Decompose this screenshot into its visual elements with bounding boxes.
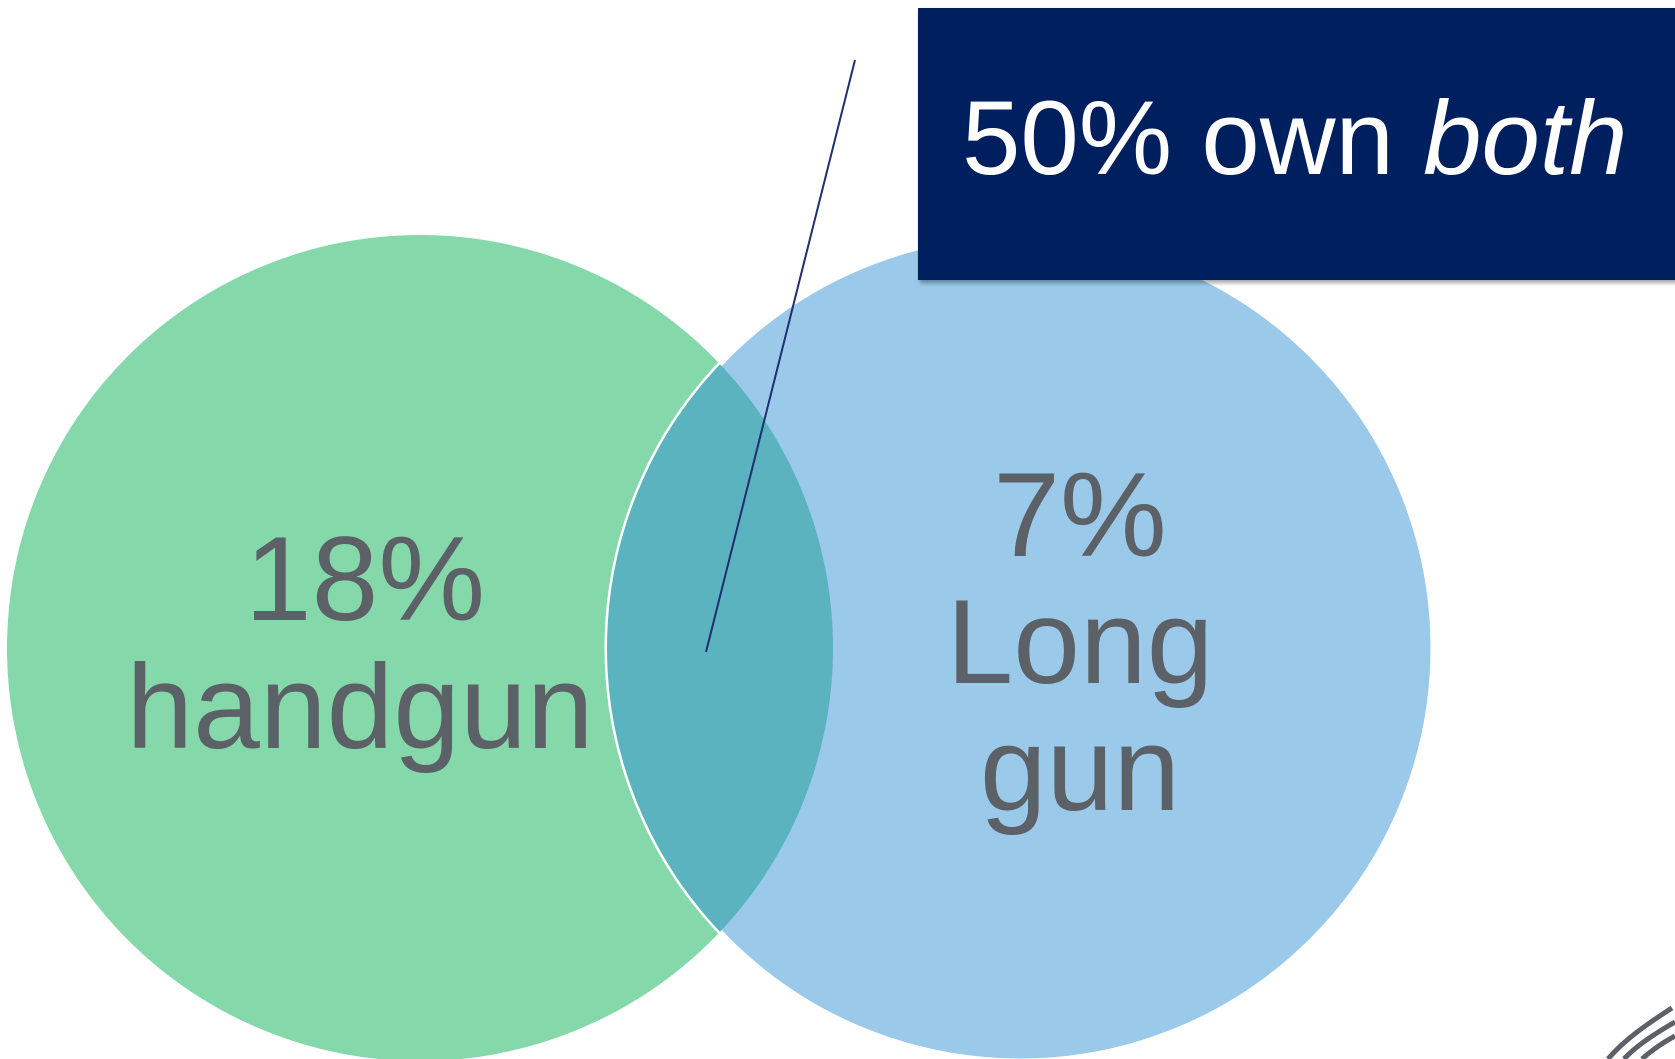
long-gun-percent: 7% bbox=[993, 448, 1166, 582]
both-callout: 50% own both bbox=[918, 8, 1675, 280]
both-callout-text: 50% own both bbox=[962, 86, 1628, 191]
callout-emphasis: both bbox=[1423, 80, 1628, 197]
handgun-percent: 18% bbox=[245, 512, 485, 646]
long-gun-label-line-2: gun bbox=[980, 702, 1180, 836]
handgun-circle bbox=[7, 235, 833, 1059]
callout-leader-line bbox=[705, 59, 856, 653]
long-gun-label-line-1: Long bbox=[947, 575, 1214, 709]
handgun-label: handgun bbox=[126, 640, 593, 774]
logo-mark-icon bbox=[1606, 1005, 1675, 1059]
callout-prefix: 50% own bbox=[962, 80, 1424, 197]
